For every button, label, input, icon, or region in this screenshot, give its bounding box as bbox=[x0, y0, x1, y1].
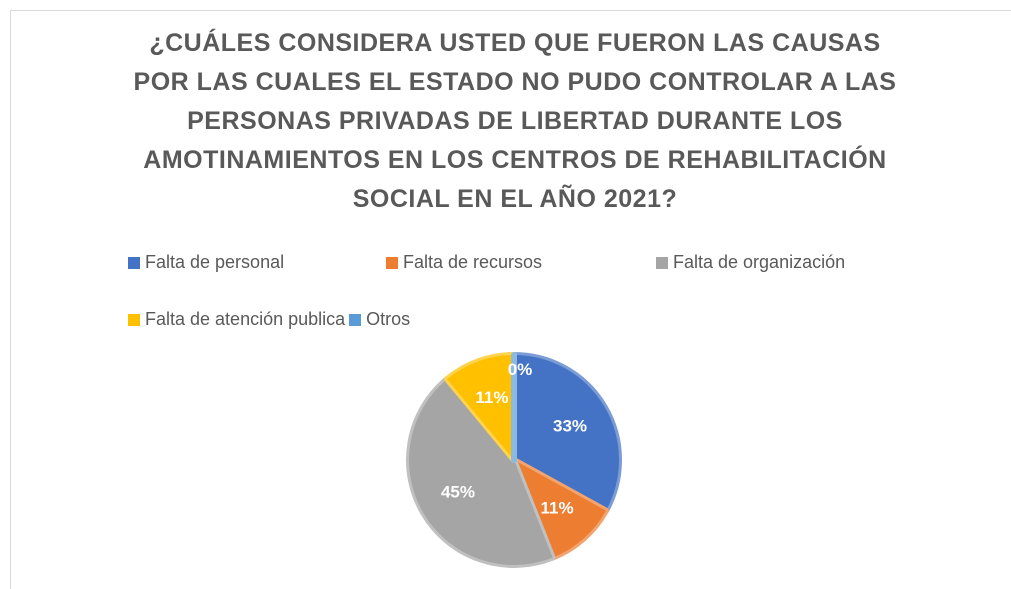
legend-item: Falta de organización bbox=[656, 252, 928, 273]
data-label: 0% bbox=[508, 360, 533, 379]
data-label: 33% bbox=[553, 416, 587, 435]
legend: Falta de personal Falta de recursos Falta … bbox=[128, 252, 928, 330]
chart-frame bbox=[10, 10, 1011, 589]
legend-swatch bbox=[386, 256, 398, 269]
data-label: 11% bbox=[541, 498, 574, 517]
legend-label: Falta de recursos bbox=[403, 252, 543, 272]
pie-slice bbox=[406, 376, 556, 568]
data-label: 45% bbox=[441, 483, 475, 502]
legend-label: Falta de personal bbox=[145, 252, 285, 272]
legend-swatch bbox=[128, 313, 140, 326]
legend-item: Otros bbox=[349, 309, 410, 330]
legend-label: Falta de organización bbox=[673, 252, 846, 272]
legend-label: Otros bbox=[366, 309, 411, 329]
chart-title: ¿CUÁLES CONSIDERA USTED QUE FUERON LAS C… bbox=[133, 29, 897, 213]
legend-swatch bbox=[656, 256, 668, 269]
legend-swatch bbox=[349, 313, 362, 326]
legend-swatch bbox=[128, 256, 140, 269]
data-label: 11% bbox=[475, 388, 508, 407]
legend-item: Falta de atención publica bbox=[128, 309, 345, 330]
legend-label: Falta de atención publica bbox=[145, 309, 346, 329]
legend-item: Falta de recursos bbox=[386, 252, 656, 273]
legend-item: Falta de personal bbox=[128, 252, 386, 273]
